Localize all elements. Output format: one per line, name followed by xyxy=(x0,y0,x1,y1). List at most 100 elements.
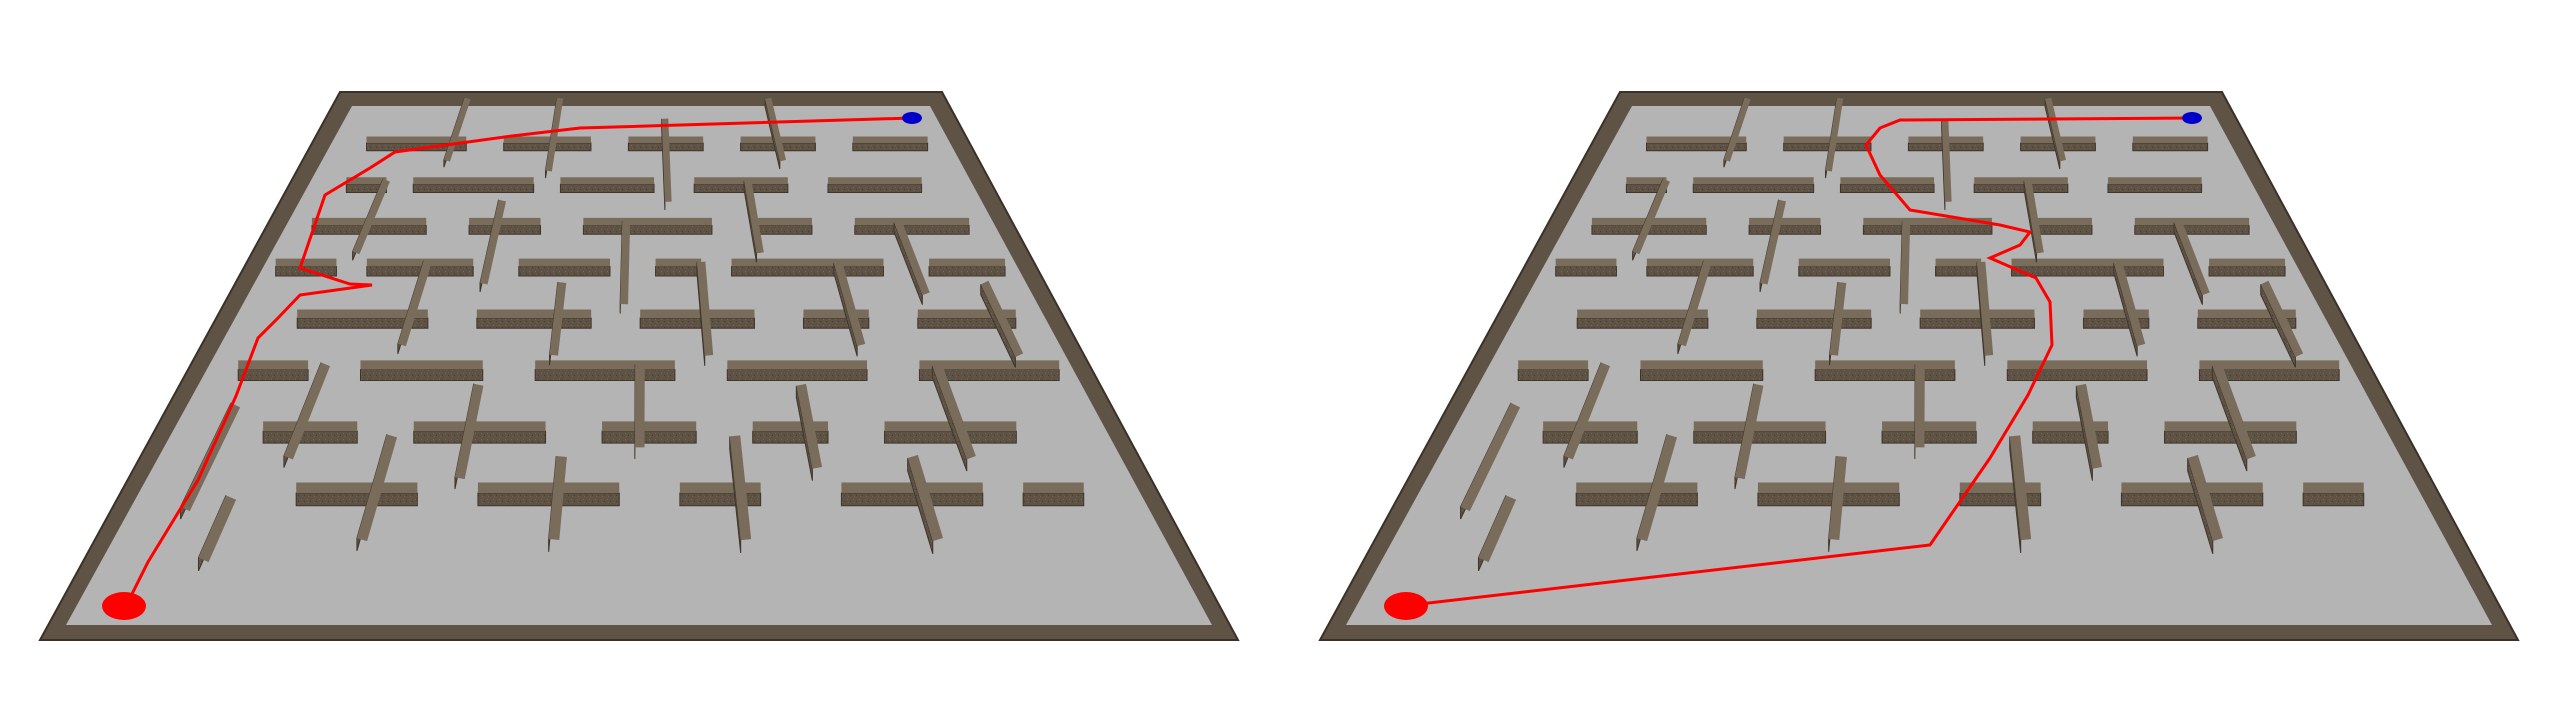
maze-wall-top xyxy=(2011,258,2164,267)
maze-wall-top xyxy=(545,97,564,172)
maze-wall-top xyxy=(2260,280,2304,358)
maze-wall xyxy=(2164,430,2297,444)
maze-wall-top xyxy=(2083,309,2149,319)
maze-wall-top xyxy=(583,217,712,226)
maze-wall-top xyxy=(852,136,928,143)
maze-wall-top xyxy=(2007,360,2148,370)
maze-wall-top xyxy=(803,309,869,319)
maze-wall xyxy=(601,430,697,444)
maze-wall-top xyxy=(727,360,868,370)
maze-wall xyxy=(907,457,934,555)
maze-wall-top xyxy=(602,421,697,432)
maze-wall xyxy=(1973,183,2069,194)
maze-wall-top xyxy=(413,177,534,185)
maze-wall xyxy=(1748,224,1822,235)
maze-wall-top xyxy=(854,217,970,226)
maze-wall-top xyxy=(754,217,812,226)
maze-wall-top xyxy=(1976,261,1994,356)
maze-wall-top xyxy=(729,435,752,541)
maze-wall xyxy=(928,266,1006,277)
maze-wall-top xyxy=(1882,421,1977,432)
maze-wall xyxy=(1692,183,1815,194)
maze-wall xyxy=(359,368,484,381)
maze-wall xyxy=(237,368,309,381)
maze-wall-top xyxy=(356,434,398,542)
maze-wall-top xyxy=(263,421,358,432)
maze-wall-top xyxy=(366,258,474,267)
maze-wall-top xyxy=(1563,362,1611,460)
maze-wall xyxy=(2011,266,2164,277)
maze-wall-top xyxy=(634,364,645,448)
maze-wall xyxy=(503,142,592,152)
maze-wall-top xyxy=(548,455,567,541)
maze-wall-top xyxy=(1920,309,2035,319)
maze-wall-top xyxy=(2121,482,2263,494)
maze-wall xyxy=(2120,492,2264,507)
maze-wall xyxy=(582,224,713,235)
maze-wall-top xyxy=(1941,118,1952,202)
maze-wall-top xyxy=(2209,258,2286,267)
maze-wall xyxy=(2107,183,2203,194)
maze-wall-top xyxy=(661,118,672,202)
maze-wall-top xyxy=(655,258,702,267)
maze-wall-top xyxy=(1760,199,1787,285)
maze-wall xyxy=(1693,430,1827,444)
maze-wall xyxy=(2006,368,2148,381)
maze-wall-top xyxy=(469,217,541,226)
maze-wall xyxy=(477,492,620,507)
maze-wall-top xyxy=(1577,309,1708,319)
maze-wall-top xyxy=(480,199,507,285)
maze-wall-top xyxy=(2212,362,2256,460)
maze-wall-top xyxy=(2199,360,2340,370)
maze-wall xyxy=(534,368,676,381)
maze-wall-top xyxy=(1757,482,1900,494)
maze-wall-top xyxy=(360,360,483,370)
maze-wall xyxy=(559,183,655,194)
maze-wall xyxy=(764,98,781,170)
maze-wall xyxy=(1517,368,1589,381)
maze-wall-top xyxy=(744,179,764,254)
maze-wall-top xyxy=(535,360,675,370)
maze-wall-top xyxy=(827,177,922,185)
maze-wall-top xyxy=(283,362,331,460)
maze-wall-top xyxy=(1749,217,1821,226)
maze-wall-top xyxy=(238,360,309,370)
maze-wall-top xyxy=(1825,97,1844,172)
maze-wall-top xyxy=(929,258,1006,267)
maze-wall xyxy=(1935,266,1982,277)
maze-wall-top xyxy=(1640,360,1763,370)
maze-wall-top xyxy=(1723,97,1751,162)
maze-wall-top xyxy=(1646,258,1754,267)
maze-wall-top xyxy=(2009,435,2032,541)
maze-wall-top xyxy=(1626,177,1667,185)
maze-wall-top xyxy=(2076,383,2103,469)
maze-wall-top xyxy=(1478,495,1517,563)
maze-wall-top xyxy=(1023,482,1084,494)
maze-wall xyxy=(852,142,929,152)
maze-wall-top xyxy=(696,261,714,356)
maze-wall-top xyxy=(1783,136,1871,143)
maze-wall-top xyxy=(2034,217,2092,226)
maze-wall-top xyxy=(1693,177,1814,185)
maze-wall-top xyxy=(1900,220,1911,305)
maze-wall xyxy=(731,266,884,277)
maze-wall-top xyxy=(518,258,610,267)
maze-wall-top xyxy=(980,280,1024,358)
maze-wall-top xyxy=(477,482,620,494)
maze-wall-top xyxy=(1555,258,1617,267)
maze-wall xyxy=(1757,492,1900,507)
maze-wall-top xyxy=(1914,364,1925,448)
maze-wall xyxy=(795,385,813,481)
maze-wall-top xyxy=(2045,97,2067,162)
maze-wall xyxy=(827,183,923,194)
maze-wall xyxy=(1814,368,1956,381)
maze-wall xyxy=(840,492,984,507)
maze-wall xyxy=(655,266,702,277)
maze-wall-top xyxy=(919,360,1060,370)
maze-wall-top xyxy=(894,219,930,296)
maze-wall xyxy=(2034,224,2093,235)
maze-wall xyxy=(833,262,858,357)
maze-wall xyxy=(1798,266,1891,277)
maze-wall xyxy=(679,492,762,507)
maze-wall xyxy=(2134,224,2250,235)
